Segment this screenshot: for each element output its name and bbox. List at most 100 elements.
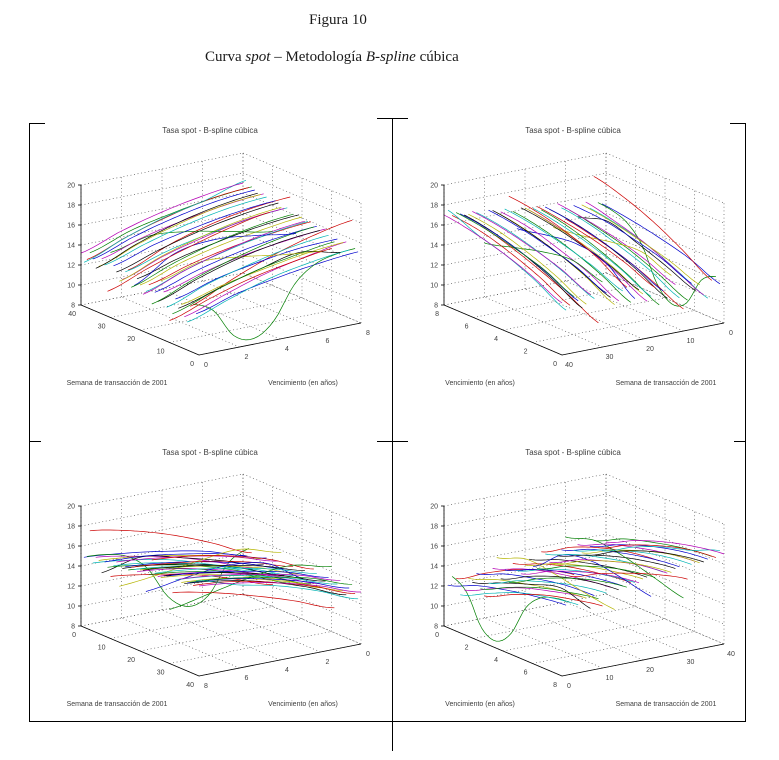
svg-text:0: 0	[190, 361, 194, 368]
svg-text:4: 4	[285, 667, 289, 674]
spot-curve-week-34	[181, 577, 344, 591]
spot-curve-week-14	[157, 230, 320, 302]
spot-curve-week-32	[573, 549, 692, 565]
spot-curve-week-21	[520, 207, 640, 291]
svg-text:40: 40	[565, 362, 573, 369]
spot-curve-week-7	[101, 555, 264, 574]
svg-text:Vencimiento (en años): Vencimiento (en años)	[268, 701, 338, 708]
spot-curve-week-29	[488, 209, 607, 294]
spot-curve-week-9	[480, 586, 599, 600]
spot-curve-week-34	[98, 194, 261, 267]
spot-curve-week-40	[605, 540, 725, 555]
svg-text:10: 10	[98, 645, 106, 652]
figure-caption: Curva spot – Metodología B-spline cúbica	[205, 49, 459, 66]
svg-text:20: 20	[127, 657, 135, 664]
spot-curve-week-8	[573, 205, 692, 284]
spot-curve-week-16	[541, 209, 660, 306]
grid-lines	[443, 473, 725, 677]
spot-curve-week-36	[92, 189, 255, 260]
spot-curve-week-35	[585, 550, 704, 563]
spot-curve-week-30	[110, 230, 273, 253]
spot-curve-week-20	[524, 207, 644, 295]
svg-text:10: 10	[606, 675, 614, 682]
spot-curve-week-13	[553, 227, 672, 276]
spot-curve-week-24	[151, 555, 314, 570]
spot-curve-week-10	[169, 248, 332, 321]
axis-lines	[78, 184, 362, 356]
spot-curve-week-10	[484, 594, 603, 607]
grid-lines	[443, 152, 725, 356]
spot-curves	[448, 536, 725, 642]
spot-curve-week-40	[198, 582, 361, 593]
spot-curve-week-28	[492, 210, 611, 298]
spot-curve-week-17	[148, 221, 311, 286]
svg-text:20: 20	[430, 183, 438, 190]
spot-curve-week-30	[484, 242, 603, 283]
svg-text:10: 10	[67, 604, 75, 611]
spot-curve-week-38	[597, 544, 717, 558]
spot-curve-week-33	[178, 573, 341, 581]
frame-mid-right-mark	[734, 441, 746, 442]
svg-text:4: 4	[494, 657, 498, 664]
spot-curve-week-32	[476, 212, 595, 299]
svg-text:18: 18	[67, 524, 75, 531]
spot-curves	[80, 179, 359, 341]
spot-curve-week-19	[136, 568, 300, 582]
panel-title-top-left: Tasa spot - B-spline cúbica	[162, 126, 258, 135]
spot-curve-week-22	[516, 228, 636, 299]
spot-curve-week-11	[488, 580, 607, 594]
svg-text:14: 14	[67, 243, 75, 250]
svg-text:16: 16	[67, 544, 75, 551]
axis-lines	[441, 184, 725, 356]
svg-text:20: 20	[646, 667, 654, 674]
frame-top-center-mark	[377, 118, 408, 119]
spot-curve-week-16	[151, 226, 314, 305]
svg-text:0: 0	[729, 330, 733, 337]
spot-curve-week-13	[160, 250, 323, 282]
svg-text:8: 8	[71, 303, 75, 310]
spot-curve-week-17	[131, 560, 294, 568]
svg-text:10: 10	[67, 283, 75, 290]
spot-curve-week-26	[122, 208, 285, 280]
spot-curve-week-39	[83, 179, 247, 263]
spot-curve-week-6	[581, 204, 700, 286]
svg-text:10: 10	[687, 338, 695, 345]
spot-curve-week-14	[500, 575, 619, 591]
spot-curve-week-8	[175, 238, 338, 300]
tick-labels: 8 10 12 14 16 18 20 40 30 20 10 0 0 2 4 6 8	[67, 183, 370, 370]
spot-curve-week-38	[451, 215, 571, 306]
spot-curve-week-39	[447, 209, 567, 311]
figure-caption-part: – Metodología	[270, 49, 366, 65]
spot-curve-week-39	[195, 580, 359, 600]
spot-curve-week-33	[472, 211, 591, 295]
spot-curve-week-1	[601, 203, 721, 285]
spot-curve-week-13	[496, 557, 615, 610]
spot-curve-week-34	[468, 213, 587, 305]
svg-text:10: 10	[430, 604, 438, 611]
spot-curve-week-19	[142, 220, 306, 295]
spot-curve-week-37	[190, 576, 353, 585]
svg-text:30: 30	[606, 354, 614, 361]
figure-caption-part: Curva	[205, 49, 246, 65]
spot-curve-week-23	[512, 211, 632, 303]
svg-text:20: 20	[127, 336, 135, 343]
grid-lines	[80, 152, 362, 356]
spot-curve-week-22	[133, 233, 297, 286]
axis-name-labels: Semana de transacción de 2001 Vencimiento…	[67, 701, 338, 708]
svg-text:18: 18	[67, 203, 75, 210]
svg-text:12: 12	[67, 263, 75, 270]
spot-curve-week-8	[104, 553, 267, 563]
axis-name-labels: Vencimiento (en años) Semana de transacci…	[445, 701, 716, 708]
svg-text:40: 40	[727, 651, 735, 658]
svg-text:14: 14	[430, 564, 438, 571]
spot-curve-week-36	[187, 578, 350, 589]
svg-text:2: 2	[326, 659, 330, 666]
spot-curve-week-16	[508, 577, 627, 588]
svg-text:10: 10	[430, 283, 438, 290]
spot-curve-week-2	[193, 248, 356, 341]
spot-curve-week-40	[80, 182, 244, 254]
figure-caption-part: cúbica	[415, 49, 459, 65]
svg-text:0: 0	[204, 362, 208, 369]
